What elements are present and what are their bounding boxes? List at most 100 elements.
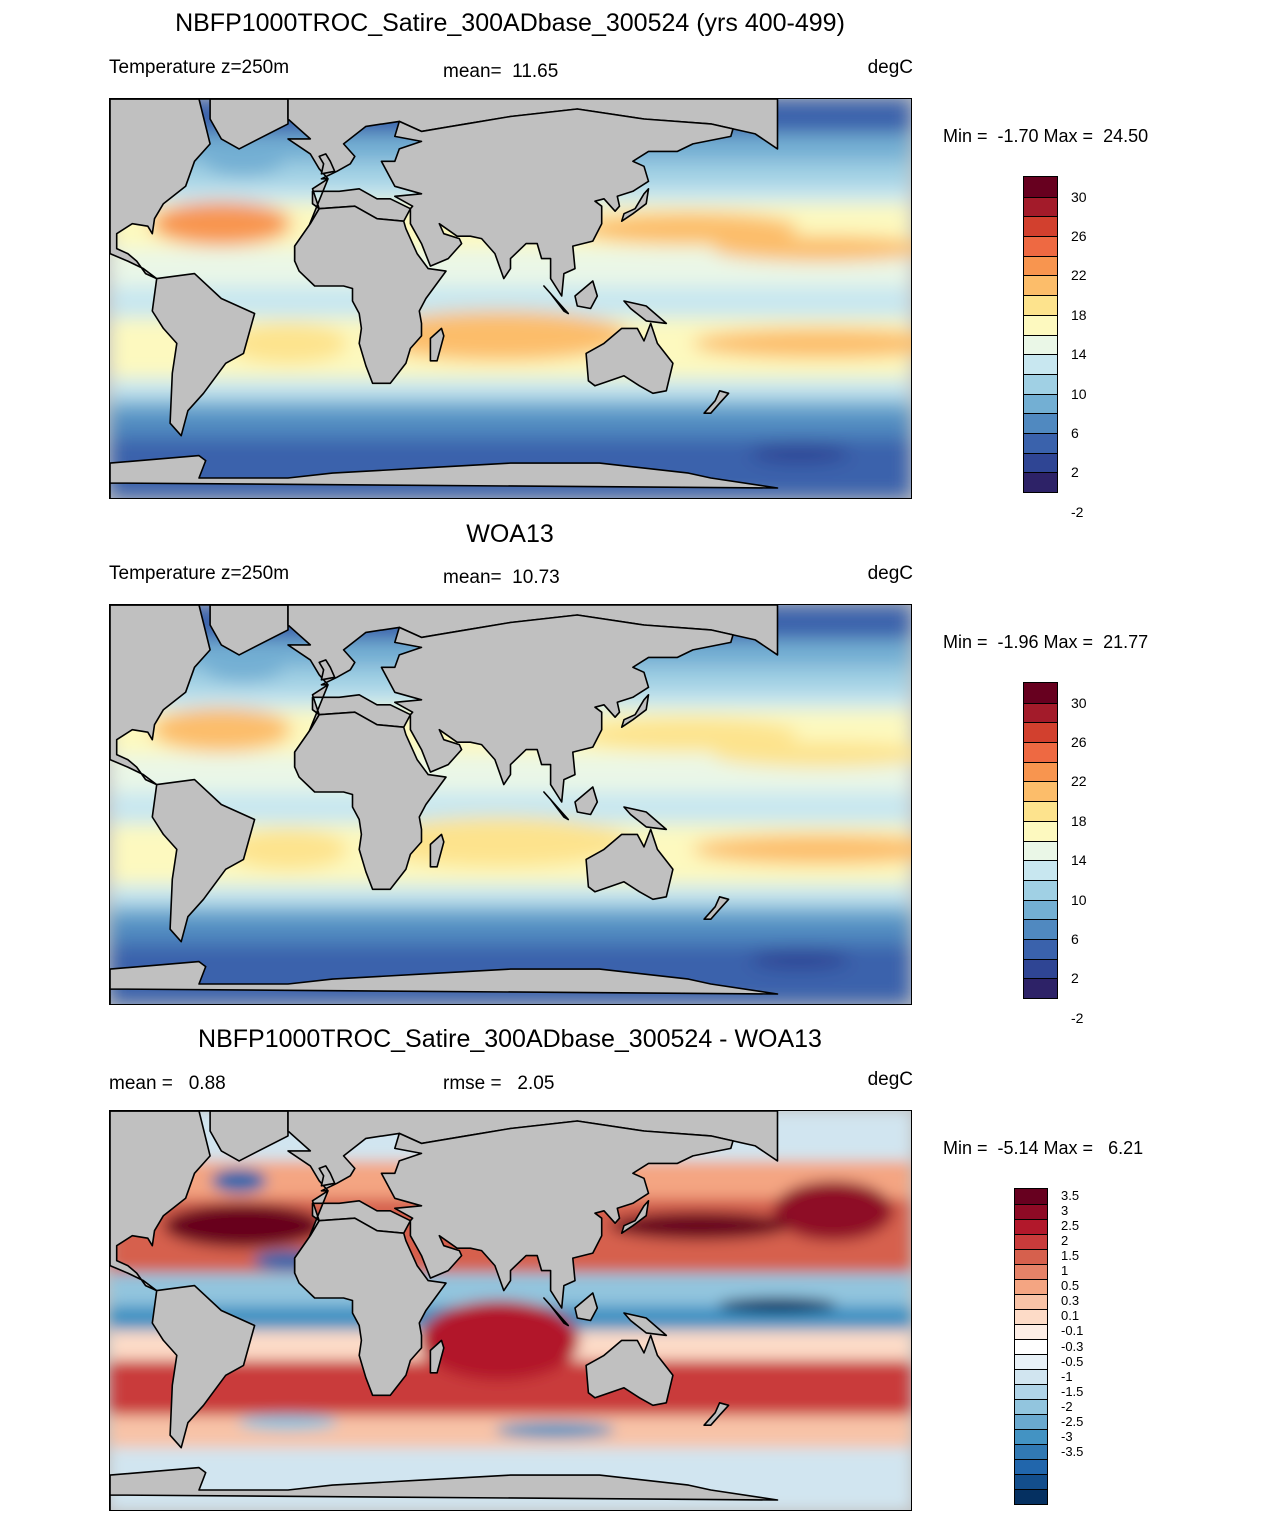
land-polygon	[380, 108, 734, 297]
colorbar-tick-label: -1.5	[1061, 1383, 1084, 1399]
land-polygon	[623, 300, 668, 325]
land-polygon	[151, 272, 256, 437]
land-polygon	[110, 605, 779, 768]
colorbar-tick-label: 22	[1071, 773, 1087, 790]
colorbar-segment	[1015, 1459, 1047, 1474]
colorbar-segment	[1015, 1279, 1047, 1294]
land-polygon	[293, 205, 447, 385]
colorbar-segment	[1015, 1249, 1047, 1264]
variable-label: Temperature z=250m	[109, 563, 290, 584]
colorbar-segment	[1024, 216, 1057, 237]
colorbar-tick-label: 0.5	[1061, 1278, 1080, 1294]
panel-title: NBFP1000TROC_Satire_300ADbase_300524 - W…	[198, 1025, 822, 1053]
land-polygon	[703, 390, 730, 414]
colorbar-segment	[1024, 275, 1057, 296]
colorbar-segment	[1015, 1339, 1047, 1354]
colorbar-tick-label: 0.1	[1061, 1308, 1080, 1324]
land-polygon	[110, 1111, 779, 1274]
minmax-label: Min = -5.14 Max = 6.21	[943, 1138, 1144, 1158]
colorbar-segment	[1015, 1204, 1047, 1219]
map-field	[110, 605, 911, 1004]
colorbar-tick-label: -2	[1061, 1398, 1073, 1414]
colorbar-segment	[1024, 255, 1057, 276]
land-polygon	[574, 786, 599, 816]
map-model	[109, 98, 912, 499]
colorbar-segment	[1024, 354, 1057, 374]
land-polygon	[620, 188, 650, 222]
mean-label: mean = 0.88	[109, 1073, 226, 1094]
colorbar-tick-label: -3.5	[1061, 1443, 1084, 1459]
land-polygon	[429, 327, 445, 362]
colorbar-segment	[1015, 1384, 1047, 1399]
land-polygon	[318, 1165, 336, 1187]
colorbar-tick-label: -0.3	[1061, 1338, 1084, 1354]
land-polygon	[429, 833, 445, 868]
map-field	[110, 99, 911, 498]
land-polygon	[151, 1284, 256, 1449]
mean-label: mean= 10.73	[443, 567, 560, 588]
colorbar-tick-label: 1.5	[1061, 1248, 1080, 1264]
colorbar-segment	[1024, 938, 1057, 959]
variable-label: Temperature z=250m	[109, 57, 290, 78]
land-polygon	[585, 1334, 674, 1407]
colorbar-segment	[1024, 702, 1057, 723]
colorbar-tick-label: 2	[1061, 1233, 1069, 1249]
colorbar-tick-label: 6	[1071, 930, 1079, 947]
colorbar-segment	[1024, 860, 1057, 880]
land-polygon	[703, 896, 730, 920]
panel-title: WOA13	[466, 520, 554, 548]
colorbar-tick-label: 14	[1071, 852, 1087, 869]
minmax-label: Min = -1.70 Max = 24.50	[943, 126, 1149, 146]
rmse-label: rmse = 2.05	[443, 1073, 555, 1094]
colorbar-tick-label: 22	[1071, 267, 1087, 284]
colorbar-segment	[1024, 432, 1057, 453]
colorbar-segment	[1024, 314, 1057, 335]
map-difference	[109, 1110, 912, 1511]
colorbar-tick-label: -2	[1071, 1009, 1084, 1026]
colorbar-segment	[1024, 295, 1057, 315]
colorbar-tick-label: -0.5	[1061, 1353, 1084, 1369]
land-polygon	[585, 828, 674, 901]
colorbar-segment	[1024, 452, 1057, 473]
colorbar-tick-label: -1	[1061, 1368, 1073, 1384]
colorbar-segment	[1024, 781, 1057, 802]
colorbar-segment	[1024, 472, 1057, 492]
colorbar-segment	[1024, 919, 1057, 939]
colorbar-segment	[1024, 978, 1057, 998]
colorbar-tick-label: 3.5	[1061, 1188, 1080, 1203]
colorbar-tick-label: 30	[1071, 694, 1087, 711]
colorbar-segment	[1015, 1189, 1047, 1204]
units-label: degC	[867, 1069, 913, 1090]
land-polygon	[574, 280, 599, 310]
panel-title: NBFP1000TROC_Satire_300ADbase_300524 (yr…	[175, 9, 845, 37]
colorbar-segment	[1015, 1264, 1047, 1279]
land-polygon	[110, 960, 779, 1004]
colorbar-segment	[1015, 1294, 1047, 1309]
colorbar-segment	[1024, 196, 1057, 217]
colorbar-segment	[1024, 742, 1057, 762]
map-field	[110, 1111, 911, 1510]
minmax-label: Min = -1.96 Max = 21.77	[943, 632, 1149, 652]
land-polygon	[110, 1111, 211, 1292]
colorbar-tick-label: 2	[1071, 970, 1079, 987]
colorbar-segment	[1015, 1369, 1047, 1384]
colorbar-segment	[1015, 1324, 1047, 1339]
colorbar-segment	[1024, 413, 1057, 433]
land-polygon	[110, 1466, 779, 1510]
colorbar-tick-label: 26	[1071, 734, 1087, 751]
land-polygon	[151, 778, 256, 943]
land-polygon	[620, 694, 650, 728]
colorbar-segment	[1024, 177, 1057, 197]
land-polygon	[209, 99, 289, 150]
colorbar-segment	[1024, 393, 1057, 414]
mean-label: mean= 11.65	[443, 61, 559, 82]
colorbar-tick-label: 6	[1071, 424, 1079, 441]
colorbar-tick-label: 1	[1061, 1263, 1069, 1279]
colorbar-tick-label: 26	[1071, 228, 1087, 245]
land-polygon	[293, 711, 447, 891]
land-polygon	[110, 99, 211, 280]
land-polygon	[110, 99, 779, 262]
colorbar-tick-label: -0.1	[1061, 1323, 1084, 1339]
land-polygon	[318, 659, 336, 681]
colorbar-segment	[1015, 1309, 1047, 1324]
